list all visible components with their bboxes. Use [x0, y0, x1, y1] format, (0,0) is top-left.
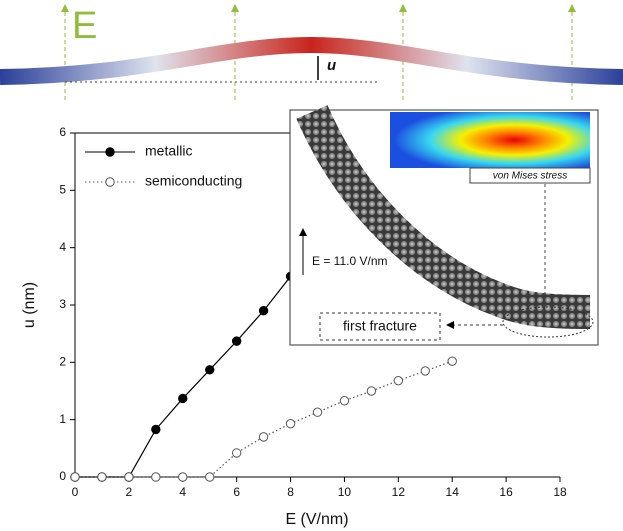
data-point: [125, 473, 133, 481]
x-tick-label: 0: [72, 485, 79, 499]
stress-map: [390, 112, 590, 168]
data-point: [313, 408, 321, 416]
data-point: [206, 366, 214, 374]
y-tick-label: 5: [59, 183, 66, 197]
figure: E u E (V/nm) u (nm) 02468101214161801234…: [0, 0, 623, 531]
x-tick-label: 6: [233, 485, 240, 499]
data-point: [421, 367, 429, 375]
legend-label: semiconducting: [145, 173, 242, 189]
data-point: [179, 394, 187, 402]
nanotube: [0, 45, 623, 77]
series-line: [75, 276, 291, 477]
y-tick-label: 3: [59, 297, 66, 311]
x-tick-label: 4: [179, 485, 186, 499]
x-axis-label: E (V/nm): [285, 511, 348, 528]
data-point: [98, 473, 106, 481]
x-tick-label: 2: [126, 485, 133, 499]
legend-label: metallic: [145, 143, 192, 159]
data-point: [394, 376, 402, 384]
data-point: [259, 433, 267, 441]
data-point: [367, 387, 375, 395]
data-point: [206, 473, 214, 481]
y-tick-label: 1: [59, 412, 66, 426]
legend-marker: [106, 178, 114, 186]
stress-label: von Mises stress: [493, 171, 567, 182]
y-tick-label: 4: [59, 240, 66, 254]
y-tick-label: 2: [59, 355, 66, 369]
x-tick-label: 16: [499, 485, 513, 499]
field-label: E: [72, 5, 97, 47]
displacement-label: u: [327, 57, 336, 74]
field-note: E = 11.0 V/nm: [312, 254, 388, 268]
data-point: [340, 397, 348, 405]
data-point: [448, 357, 456, 365]
y-tick-label: 6: [59, 125, 66, 139]
data-point: [152, 425, 160, 433]
inset: von Mises stress E = 11.0 V/nm first fra…: [290, 110, 598, 345]
fracture-label: first fracture: [343, 318, 417, 334]
x-tick-label: 14: [446, 485, 460, 499]
data-point: [179, 473, 187, 481]
data-point: [71, 473, 79, 481]
x-tick-label: 8: [287, 485, 294, 499]
legend-marker: [106, 148, 114, 156]
x-tick-label: 12: [392, 485, 406, 499]
y-axis-label: u (nm): [21, 282, 38, 328]
data-point: [232, 449, 240, 457]
data-point: [286, 419, 294, 427]
x-tick-label: 10: [338, 485, 352, 499]
data-point: [152, 473, 160, 481]
x-tick-label: 18: [553, 485, 567, 499]
data-point: [259, 307, 267, 315]
data-point: [232, 337, 240, 345]
y-tick-label: 0: [59, 469, 66, 483]
illustration: E u: [0, 5, 623, 100]
